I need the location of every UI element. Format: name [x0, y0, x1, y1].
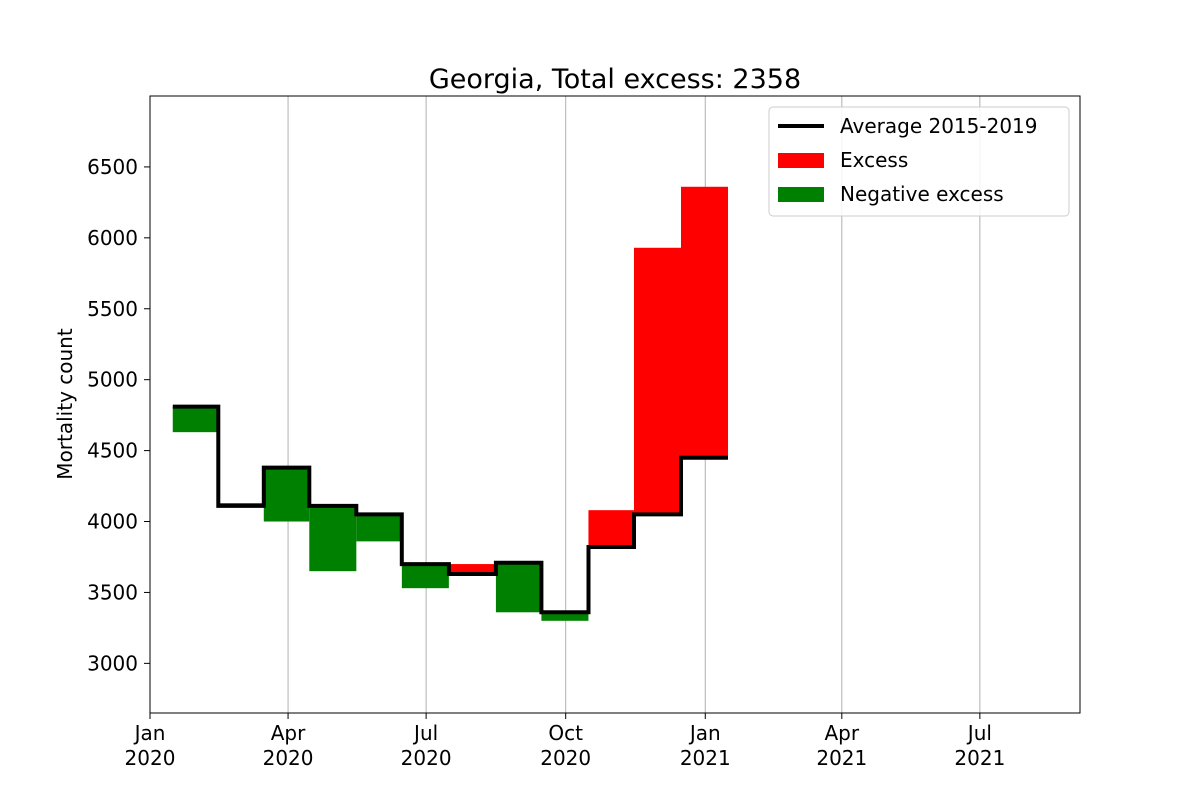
x-tick-label-3-month: Oct [548, 721, 583, 745]
y-axis-label: Mortality count [53, 328, 77, 480]
x-tick-label-3-year: 2020 [540, 746, 591, 770]
y-tick-label-5: 5500 [87, 297, 138, 321]
x-tick-label-6-year: 2021 [954, 746, 1005, 770]
legend-excess-swatch [778, 153, 824, 168]
x-tick-label-5-month: Apr [825, 721, 860, 745]
y-tick-label-6: 6000 [87, 226, 138, 250]
legend-negative-swatch [778, 187, 824, 202]
average-line [172, 404, 728, 615]
y-tick-label-7: 6500 [87, 155, 138, 179]
excess-fills [172, 186, 729, 621]
legend-average-label: Average 2015-2019 [840, 114, 1038, 138]
y-tick-label-2: 4000 [87, 510, 138, 534]
negative-excess-bar-8 [541, 612, 589, 621]
legend-box [768, 106, 1070, 217]
y-tick-label-3: 4500 [87, 439, 138, 463]
negative-excess-bar-2 [263, 467, 310, 522]
plot-frame [149, 95, 1081, 714]
y-tick-label-0: 3000 [87, 651, 138, 675]
legend: Average 2015-2019 Excess Negative excess [768, 106, 1070, 217]
excess-bar-9 [588, 510, 634, 548]
legend-excess-label: Excess [840, 148, 908, 172]
x-tick-label-0-month: Jan [133, 721, 166, 745]
negative-excess-bar-5 [401, 564, 449, 589]
y-axis-ticks: 3000 3500 4000 4500 5000 5500 6000 6500 [87, 155, 150, 675]
negative-excess-bar-3 [309, 505, 357, 572]
x-tick-label-1-year: 2020 [263, 746, 314, 770]
x-tick-label-1-month: Apr [271, 721, 306, 745]
x-tick-label-5-year: 2021 [816, 746, 867, 770]
x-tick-label-6-month: Jul [966, 721, 992, 745]
x-tick-label-0-year: 2020 [125, 746, 176, 770]
negative-excess-bar-0 [172, 406, 219, 433]
chart-title: Georgia, Total excess: 2358 [429, 64, 801, 95]
x-tick-label-4-month: Jan [688, 721, 721, 745]
x-tick-label-4-year: 2021 [680, 746, 731, 770]
excess-bar-11 [680, 186, 729, 458]
legend-negative-label: Negative excess [840, 182, 1004, 206]
y-tick-label-4: 5000 [87, 368, 138, 392]
x-tick-label-2-month: Jul [412, 721, 438, 745]
excess-bar-6 [448, 564, 496, 574]
x-axis-ticks: Jan2020Apr2020Jul2020Oct2020Jan2021Apr20… [125, 713, 1005, 770]
negative-excess-bar-4 [356, 514, 402, 542]
average-step-line [172, 404, 728, 615]
negative-excess-bar-7 [495, 562, 542, 613]
excess-bar-10 [633, 247, 681, 515]
y-tick-label-1: 3500 [87, 580, 138, 604]
x-tick-label-2-year: 2020 [401, 746, 452, 770]
